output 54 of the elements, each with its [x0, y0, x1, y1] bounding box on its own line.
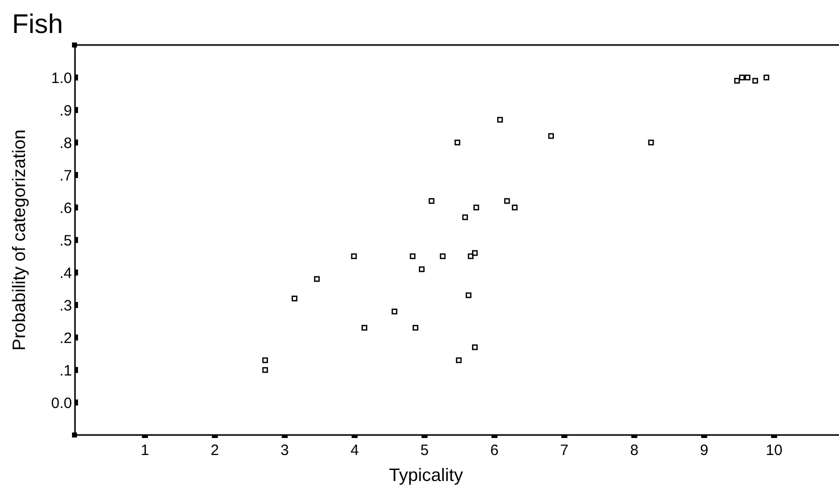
point — [468, 253, 474, 260]
point — [548, 133, 554, 139]
y-tick-label: .4 — [59, 265, 72, 282]
point — [734, 78, 740, 84]
point — [314, 276, 320, 282]
point — [410, 253, 416, 260]
y-tick-label: .2 — [59, 330, 72, 347]
x-tick-label: 5 — [420, 442, 429, 459]
y-tick-label: 0.0 — [51, 395, 72, 412]
y-tick-label: .7 — [59, 168, 72, 184]
y-tick-label: .1 — [59, 362, 72, 380]
x-tick-label: 4 — [350, 442, 359, 459]
point — [456, 357, 462, 364]
point — [292, 296, 298, 302]
point — [648, 140, 654, 146]
point — [462, 214, 468, 220]
point — [412, 324, 418, 331]
point — [764, 74, 770, 80]
x-tick-label: 8 — [630, 442, 638, 459]
chart-title: Fish — [12, 9, 64, 39]
point — [512, 204, 518, 210]
y-tick-label: .5 — [59, 232, 72, 250]
point — [472, 344, 478, 350]
point — [744, 74, 750, 80]
x-tick-label: 6 — [490, 442, 499, 459]
point — [752, 78, 758, 84]
y-tick-label: .6 — [59, 200, 72, 217]
point — [428, 198, 434, 204]
x-tick-label: 2 — [210, 442, 219, 459]
x-tick-label: 9 — [700, 442, 708, 459]
point — [362, 324, 368, 331]
point — [262, 357, 268, 364]
y-tick-label: 1.0 — [51, 70, 72, 87]
x-tick-label: 10 — [766, 442, 782, 459]
point — [418, 266, 425, 272]
y-tick-label: .9 — [59, 102, 72, 120]
point — [473, 204, 480, 210]
point — [262, 367, 268, 373]
point — [440, 253, 446, 260]
y-tick-label: .8 — [59, 135, 72, 152]
x-tick-label: 3 — [280, 442, 289, 459]
point — [472, 250, 478, 256]
y-tick-label: .3 — [59, 298, 72, 314]
x-tick-label: 1 — [140, 442, 150, 459]
point — [351, 253, 357, 260]
point — [466, 292, 472, 298]
point — [392, 308, 398, 314]
point — [739, 74, 745, 80]
x-axis-title: Typicality — [388, 465, 464, 485]
x-tick-label: 7 — [560, 442, 569, 459]
point — [454, 140, 460, 146]
point — [504, 198, 510, 204]
point — [497, 116, 503, 123]
y-axis-title: Probability of categorization — [9, 129, 29, 351]
